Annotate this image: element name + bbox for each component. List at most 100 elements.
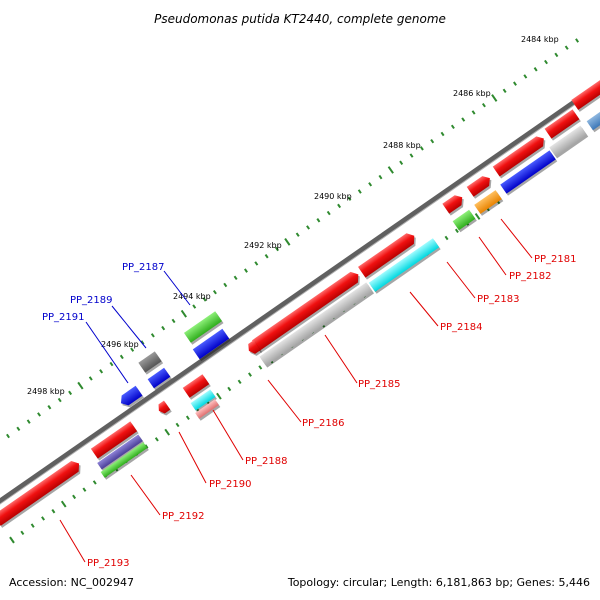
genome-summary-text: Topology: circular; Length: 6,181,863 bp… — [287, 576, 590, 589]
scale-tick — [357, 189, 362, 194]
scale-tick — [564, 45, 569, 50]
scale-tick — [92, 480, 97, 485]
gene-label-pp2192[interactable]: PP_2192 — [162, 511, 205, 522]
gene-label-pp2193[interactable]: PP_2193 — [87, 558, 130, 569]
scale-tick — [57, 397, 62, 403]
pp2184a-feature[interactable] — [466, 173, 494, 197]
gene-label-pp2188[interactable]: PP_2188 — [245, 456, 288, 467]
gene-label-pp2190[interactable]: PP_2190 — [209, 479, 252, 490]
pp2191-feature[interactable] — [118, 385, 143, 408]
pp2193c-feature[interactable] — [97, 434, 143, 470]
pp2188-feature[interactable] — [245, 340, 261, 356]
scale-tick — [41, 516, 46, 521]
pp2193b-feature[interactable] — [90, 421, 138, 459]
scale-tick — [233, 275, 238, 281]
scale-label: 2484 kbp — [521, 35, 559, 44]
gene-label-pp2186[interactable]: PP_2186 — [302, 418, 345, 429]
accession-text: Accession: NC_002947 — [9, 576, 134, 589]
scale-tick — [444, 235, 449, 241]
pp2194-feature[interactable] — [0, 458, 83, 526]
scale-tick — [154, 437, 159, 442]
scale-tick — [6, 433, 10, 439]
pp2183b-feature[interactable] — [500, 150, 556, 194]
scale-tick — [37, 412, 42, 417]
pp2181b-feature[interactable] — [586, 109, 600, 131]
scale-tick — [378, 174, 383, 180]
pp2192a-feature[interactable] — [182, 374, 210, 398]
scale-tick — [474, 212, 481, 220]
pp2189b-feature[interactable] — [192, 328, 230, 360]
scale-label: 2486 kbp — [453, 89, 491, 98]
gene-label-pp2182[interactable]: PP_2182 — [509, 271, 552, 282]
scale-tick — [20, 530, 25, 536]
scale-tick — [9, 536, 15, 544]
scale-tick — [82, 487, 87, 492]
gene-label-pp2189[interactable]: PP_2189 — [70, 295, 113, 306]
scale-tick — [461, 117, 466, 122]
scale-tick — [409, 153, 414, 158]
gene-label-pp2183[interactable]: PP_2183 — [477, 294, 520, 305]
pp2185a-feature[interactable] — [442, 192, 465, 214]
scale-tick — [306, 225, 311, 230]
pp2193d-feature[interactable] — [100, 442, 148, 478]
pp2186a-feature[interactable] — [358, 230, 418, 278]
gene-label-pp2191[interactable]: PP_2191 — [42, 312, 85, 323]
pp2185b-feature[interactable] — [452, 209, 476, 231]
scale-tick — [450, 124, 455, 130]
scale-tick — [399, 160, 404, 165]
scale-tick — [164, 428, 171, 436]
pp2192b-feature[interactable] — [190, 389, 216, 411]
scale-tick — [554, 52, 559, 58]
gene-label-pp2187[interactable]: PP_2187 — [122, 262, 165, 273]
scale-tick — [481, 103, 486, 108]
pp2182b-feature[interactable] — [549, 125, 587, 157]
scale-tick — [471, 110, 476, 115]
pp2181-feature[interactable] — [571, 76, 600, 110]
pp2187b-feature[interactable] — [259, 282, 373, 366]
scale-tick — [248, 372, 252, 377]
scale-label: 2492 kbp — [244, 241, 282, 250]
scale-tick — [264, 254, 269, 259]
scale-label: 2488 kbp — [383, 141, 421, 150]
pp2184b-feature[interactable] — [474, 190, 502, 214]
gene-label-pp2181[interactable]: PP_2181 — [534, 254, 577, 265]
scale-tick — [227, 386, 232, 392]
gene-label-pp2184[interactable]: PP_2184 — [440, 322, 483, 333]
scale-tick — [192, 304, 197, 309]
scale-tick — [513, 81, 517, 86]
pp2190a-feature[interactable] — [138, 351, 162, 373]
scale-tick — [77, 381, 84, 390]
pp2186b-feature[interactable] — [368, 238, 440, 292]
map-title: Pseudomonas putida KT2440, complete geno… — [154, 12, 446, 26]
scale-tick — [275, 246, 279, 252]
scale-tick — [88, 376, 93, 381]
scale-tick — [316, 218, 321, 223]
pp2193a-feature[interactable] — [156, 400, 171, 416]
scale-tick — [26, 419, 31, 424]
pp2183a-feature[interactable] — [492, 134, 547, 177]
scale-tick — [258, 365, 263, 370]
scale-tick — [326, 210, 331, 216]
genome-backbone — [0, 81, 600, 505]
scale-label: 2498 kbp — [27, 387, 65, 396]
pp2192c-feature[interactable] — [195, 399, 219, 419]
scale-tick — [544, 59, 548, 65]
pp2187a-feature[interactable] — [251, 269, 362, 352]
scale-tick — [180, 309, 187, 318]
scale-tick — [175, 422, 180, 428]
pp2190b-feature[interactable] — [147, 367, 171, 389]
scale-tick — [237, 379, 242, 385]
scale-tick — [337, 203, 342, 209]
scale-tick — [140, 340, 145, 345]
scale-tick — [202, 297, 207, 302]
scale-tick — [223, 282, 228, 288]
scale-tick — [212, 289, 217, 295]
scale-tick — [185, 415, 190, 420]
gene-label-pp2185[interactable]: PP_2185 — [358, 379, 401, 390]
pp2182a-feature[interactable] — [544, 109, 580, 139]
scale-tick — [30, 523, 35, 528]
scale-tick — [502, 88, 507, 94]
pp2189a-feature[interactable] — [183, 311, 223, 343]
scale-tick — [254, 261, 259, 266]
